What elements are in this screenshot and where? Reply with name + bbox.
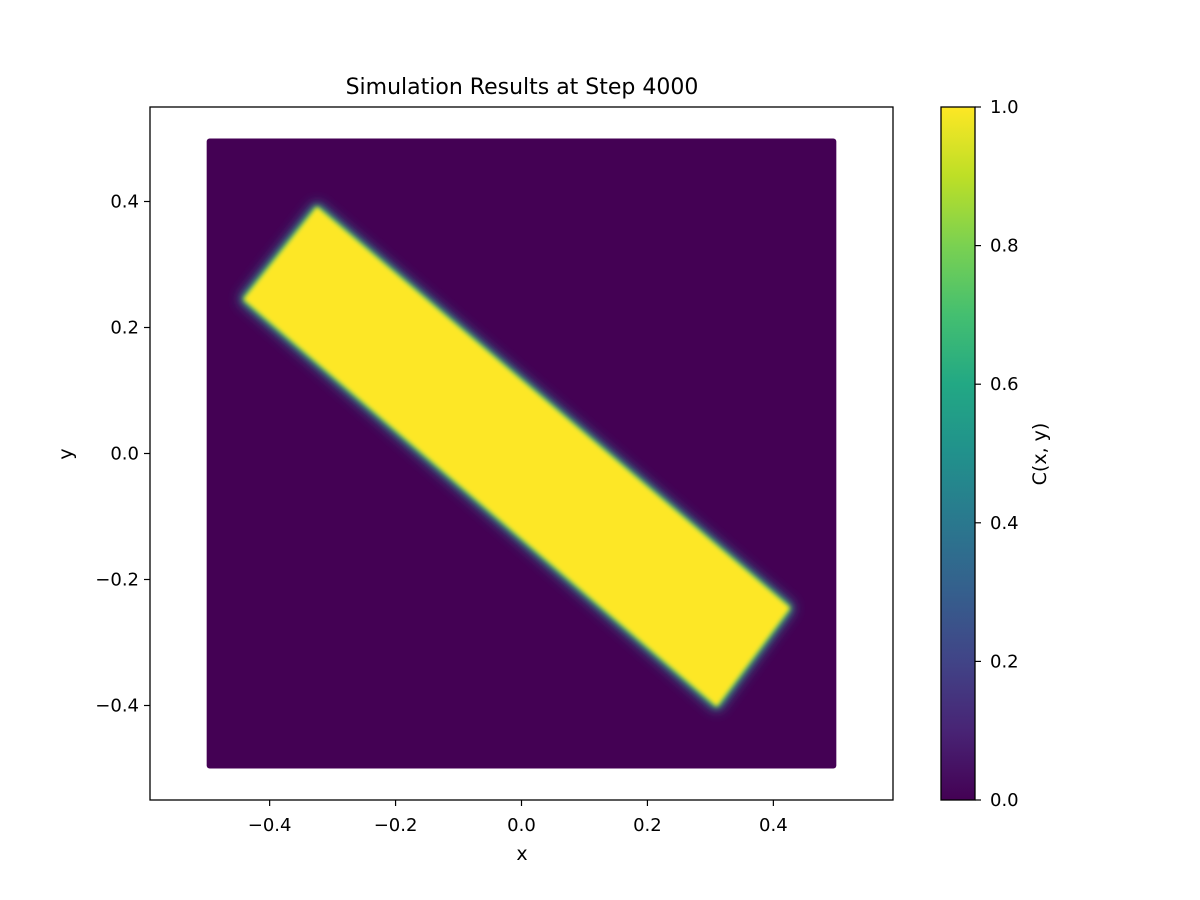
y-axis-label: y xyxy=(55,448,77,459)
colorbar-tick-label: 0.6 xyxy=(990,374,1019,395)
y-axis-ticks: −0.4 −0.2 0.0 0.2 0.4 xyxy=(95,192,150,717)
colorbar-gradient xyxy=(940,106,976,801)
y-tick-label: 0.4 xyxy=(110,192,139,213)
plot-area: −0.4 −0.2 0.0 0.2 0.4 −0.4 −0.2 0.0 0.2 0.4 xyxy=(95,106,894,836)
colorbar-label: C(x, y) xyxy=(1029,423,1051,486)
y-tick-label: −0.4 xyxy=(95,696,139,717)
colorbar-tick-label: 0.0 xyxy=(990,790,1019,811)
colorbar-tick-label: 0.4 xyxy=(990,513,1019,534)
y-tick-label: 0.2 xyxy=(110,318,139,339)
x-axis-label: x xyxy=(516,843,527,865)
x-tick-label: 0.0 xyxy=(507,815,536,836)
y-tick-label: 0.0 xyxy=(110,444,139,465)
x-axis-ticks: −0.4 −0.2 0.0 0.2 0.4 xyxy=(248,800,788,836)
x-tick-label: 0.4 xyxy=(759,815,788,836)
x-tick-label: −0.4 xyxy=(248,815,292,836)
field-core xyxy=(243,207,790,706)
y-tick-label: −0.2 xyxy=(95,570,139,591)
colorbar-tick-label: 0.8 xyxy=(990,236,1019,257)
chart-title: Simulation Results at Step 4000 xyxy=(346,75,699,100)
field-layer xyxy=(239,202,795,711)
x-tick-label: −0.2 xyxy=(374,815,418,836)
colorbar-ticks: 0.0 0.2 0.4 0.6 0.8 1.0 xyxy=(975,97,1019,811)
colorbar-tick-label: 1.0 xyxy=(990,97,1019,118)
colorbar-tick-label: 0.2 xyxy=(990,651,1019,672)
x-tick-label: 0.2 xyxy=(633,815,662,836)
colorbar: 0.0 0.2 0.4 0.6 0.8 1.0 C(x, y) xyxy=(940,97,1051,811)
